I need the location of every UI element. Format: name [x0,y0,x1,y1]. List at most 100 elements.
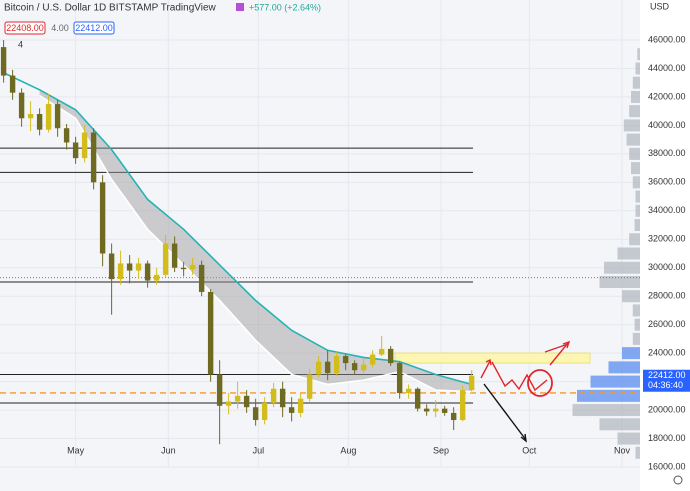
candle-body [162,243,169,275]
candle-body [225,401,232,406]
candle-body [54,104,61,129]
drawings [480,340,571,443]
profile-bar [632,332,640,345]
moving-average [3,72,472,386]
candle-body [234,395,241,402]
profile-bar [634,318,640,331]
symbol-title: Bitcoin / U.S. Dollar 1D BITSTAMP Tradin… [4,3,217,14]
candle-body [90,132,97,183]
candle-body [153,274,160,281]
candle-body [441,408,448,413]
candle-body [27,114,34,119]
profile-bar [632,176,640,189]
profile-bar [635,446,640,459]
arrow-head [520,433,527,443]
profile-bar [634,219,640,232]
volume-profile [572,48,640,459]
candle-body [387,348,394,364]
y-tick-label: 34000.00 [648,205,686,215]
y-tick-label: 32000.00 [648,234,686,244]
profile-bar [622,290,640,303]
price-axis [640,0,690,491]
y-tick-label: 16000.00 [648,461,686,471]
candle-body [18,92,25,119]
candle-body [36,114,43,130]
candle-body [270,388,277,403]
y-tick-label: 38000.00 [648,148,686,158]
icon [236,3,244,11]
countdown: 04:36:40 [648,380,683,390]
profile-bar [599,418,640,431]
candle-body [189,264,196,270]
y-tick-label: 24000.00 [648,348,686,358]
spread: 4.00 [51,23,69,33]
profile-bar [635,62,640,75]
candle-body [45,104,52,130]
arrow-head [485,358,492,366]
candle-body [360,364,367,371]
profile-bar [632,304,640,317]
bid: 22408.00 [6,23,44,33]
indicator-count: 4 [18,39,23,49]
y-unit: USD [650,1,670,11]
profile-bar [626,133,640,146]
candle-body [423,408,430,412]
last-price-box [643,369,690,392]
y-tick-label: 18000.00 [648,433,686,443]
profile-bar [617,247,640,260]
profile-bar [635,204,640,217]
x-tick-label: Sep [433,445,449,455]
y-tick-label: 46000.00 [648,34,686,44]
y-tick-label: 28000.00 [648,291,686,301]
arrow [480,360,491,379]
x-tick-label: Jun [161,445,176,455]
candle-body [414,388,421,409]
profile-bar [599,275,640,288]
profile-bar [604,261,640,274]
candles [0,40,475,445]
candle-body [207,291,214,375]
candle-body [117,263,124,280]
header: Bitcoin / U.S. Dollar 1D BITSTAMP Tradin… [4,1,683,485]
profile-bar [577,389,640,402]
candle-body [180,267,187,270]
x-tick-label: May [67,445,85,455]
ask: 22412.00 [75,23,113,33]
candle-body [324,361,331,374]
bid-box [4,21,46,35]
y-tick-label: 40000.00 [648,120,686,130]
profile-bar [629,105,640,118]
candle-body [378,348,385,355]
arrow [549,342,569,366]
y-tick-label: 44000.00 [648,63,686,73]
profile-bar [629,147,640,160]
settings-icon[interactable] [673,475,683,485]
candle-body [99,182,106,254]
candle-body [396,363,403,393]
zone-box [394,352,591,364]
x-tick-label: Jul [253,445,265,455]
profile-bar [631,90,640,103]
arrow [544,343,569,353]
candle-body [432,408,439,412]
candle-body [81,132,88,159]
y-tick-label: 26000.00 [648,319,686,329]
candle-body [315,361,322,375]
y-tick-label: 20000.00 [648,404,686,414]
arrow-head [562,340,571,349]
circle-marker [527,369,553,397]
x-tick-label: Oct [522,445,537,455]
profile-bar [635,190,640,203]
candle-body [216,374,223,406]
candle-body [333,355,340,374]
y-tick-label: 36000.00 [648,177,686,187]
last-price: 22412.00 [648,370,686,380]
candle-body [261,402,268,421]
candle-body [63,128,70,143]
y-tick-label: 30000.00 [648,262,686,272]
candle-body [72,142,79,159]
candle-body [198,264,205,292]
ask-box [73,21,115,35]
y-tick-label: 42000.00 [648,91,686,101]
